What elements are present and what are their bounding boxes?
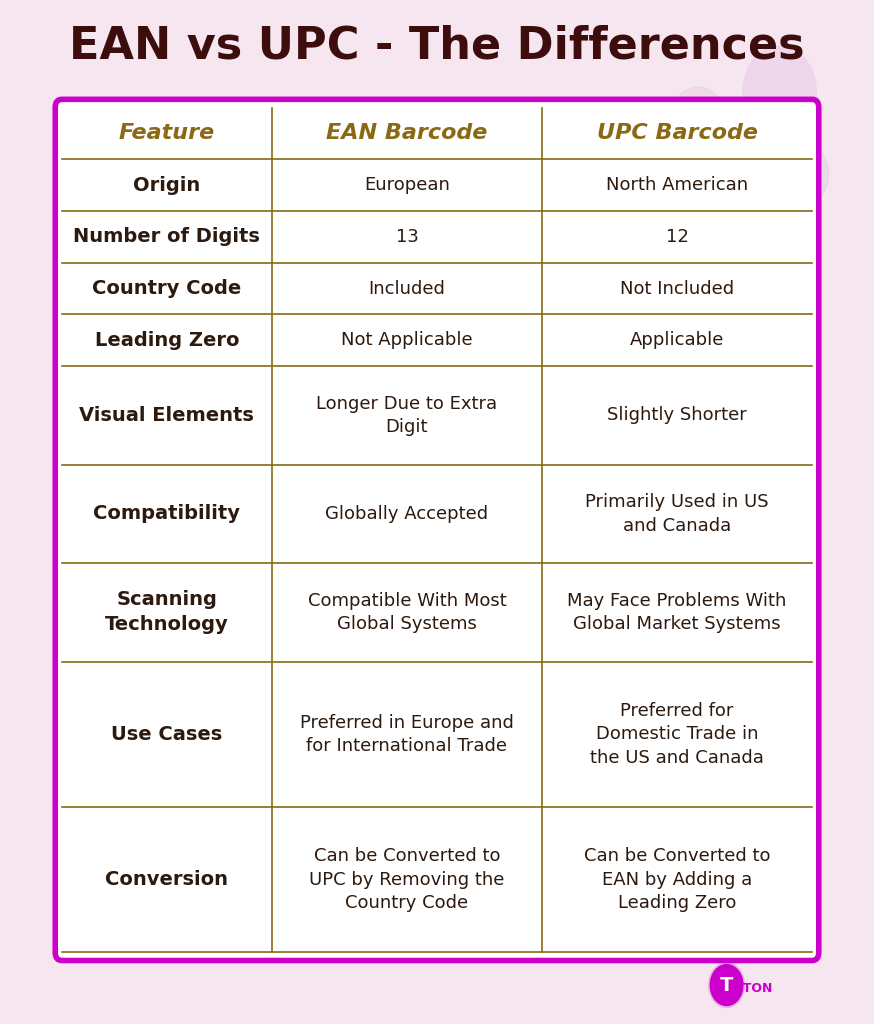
Text: Origin: Origin [133,176,200,195]
Text: Visual Elements: Visual Elements [80,406,254,425]
Text: T: T [720,976,733,994]
Circle shape [743,46,816,138]
Text: Slightly Shorter: Slightly Shorter [607,407,747,425]
Text: Country Code: Country Code [92,280,241,298]
Text: Applicable: Applicable [630,332,725,349]
Text: 13: 13 [396,228,419,246]
Circle shape [711,965,743,1006]
Text: Can be Converted to
EAN by Adding a
Leading Zero: Can be Converted to EAN by Adding a Lead… [584,847,770,912]
Text: Globally Accepted: Globally Accepted [325,505,489,523]
Text: Scanning
Technology: Scanning Technology [105,591,229,635]
Text: Compatible With Most
Global Systems: Compatible With Most Global Systems [308,592,506,633]
Text: Included: Included [369,280,446,298]
Circle shape [669,87,726,159]
Text: EAN Barcode: EAN Barcode [326,123,488,143]
Text: May Face Problems With
Global Market Systems: May Face Problems With Global Market Sys… [567,592,787,633]
Text: Use Cases: Use Cases [111,725,223,743]
FancyBboxPatch shape [55,99,819,961]
Text: Number of Digits: Number of Digits [73,227,260,247]
Text: Leading Zero: Leading Zero [94,331,239,350]
Text: EAN vs UPC - The Differences: EAN vs UPC - The Differences [69,25,805,68]
Text: Primarily Used in US
and Canada: Primarily Used in US and Canada [586,494,769,535]
Text: Feature: Feature [119,123,215,143]
Text: 12: 12 [666,228,689,246]
Circle shape [780,143,829,205]
Text: Not Applicable: Not Applicable [341,332,473,349]
Text: Not Included: Not Included [620,280,734,298]
Text: Preferred for
Domestic Trade in
the US and Canada: Preferred for Domestic Trade in the US a… [590,701,764,767]
Circle shape [709,963,745,1008]
Text: Preferred in Europe and
for International Trade: Preferred in Europe and for Internationa… [300,714,514,755]
Text: Can be Converted to
UPC by Removing the
Country Code: Can be Converted to UPC by Removing the … [309,847,504,912]
Text: TRITON: TRITON [721,982,773,994]
Text: North American: North American [606,176,748,195]
Circle shape [726,138,767,189]
Text: Longer Due to Extra
Digit: Longer Due to Extra Digit [316,394,497,436]
Text: Compatibility: Compatibility [94,505,240,523]
Text: UPC Barcode: UPC Barcode [597,123,758,143]
Text: Conversion: Conversion [106,870,228,889]
Text: European: European [364,176,450,195]
